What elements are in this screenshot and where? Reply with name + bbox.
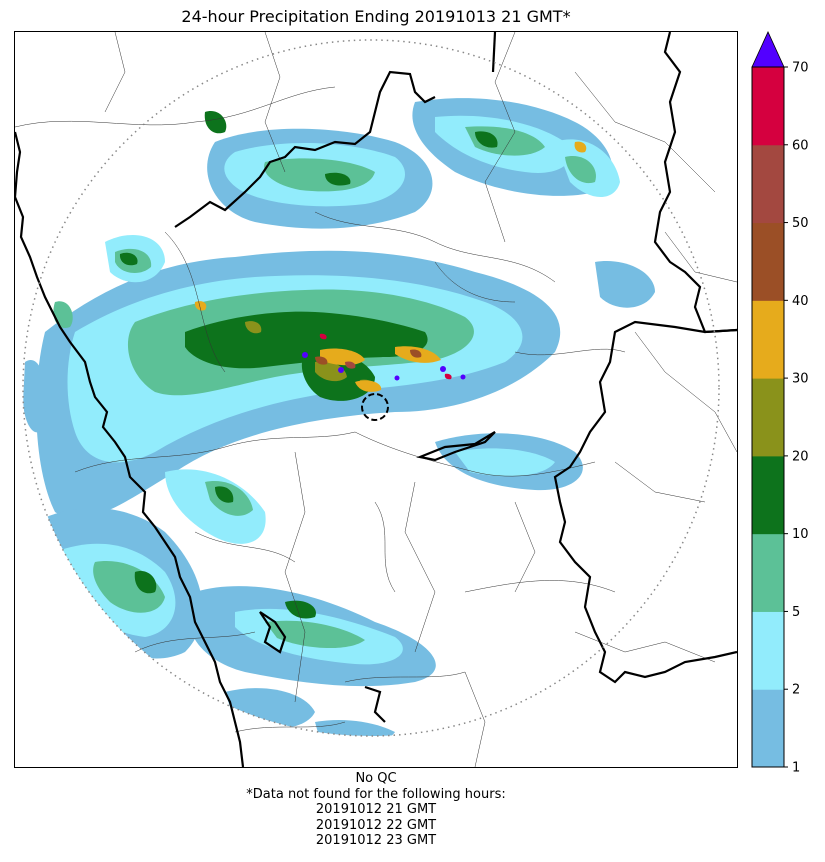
colorbar-segment [752,300,784,379]
colorbar-tick-label: 1 [792,761,800,776]
colorbar-segment [752,144,784,224]
precipitation-field [23,98,655,736]
colorbar-segment [752,455,784,535]
colorbar-tick-label: 20 [792,449,809,464]
missing-hour: 20191012 21 GMT [315,802,437,817]
colorbar-tick-label: 50 [792,216,809,231]
colorbar-tick-label: 60 [792,138,809,153]
colorbar-segment [752,611,784,690]
radar-range-ring [22,39,720,737]
missing-hour: 20191012 23 GMT [315,833,437,848]
colorbar-tick-label: 10 [792,527,809,542]
colorbar-segment [752,67,784,146]
colorbar-tick-label: 30 [792,372,809,387]
radar-site-marker [361,393,389,421]
qc-note: No QC [355,771,397,786]
colorbar-tick-label: 40 [792,294,809,309]
missing-hour: 20191012 22 GMT [315,817,437,833]
colorbar-segment [752,689,784,768]
map-title: 24-hour Precipitation Ending 20191013 21… [181,7,571,26]
precipitation-map [14,31,738,768]
colorbar-segment [752,533,784,612]
colorbar: 1 2 5 10 20 30 40 50 60 70 [748,28,825,778]
colorbar-tick-label: 70 [792,61,809,76]
colorbar-segment [752,378,784,457]
district-boundaries [15,32,737,767]
map-footer: No QC *Data not found for the following … [14,771,738,849]
colorbar-extend-triangle [751,31,785,68]
missing-data-note: *Data not found for the following hours: [246,786,506,802]
colorbar-segment [752,222,784,301]
colorbar-tick-label: 5 [792,605,800,620]
country-boundaries [15,32,737,767]
colorbar-tick-label: 2 [792,683,800,698]
